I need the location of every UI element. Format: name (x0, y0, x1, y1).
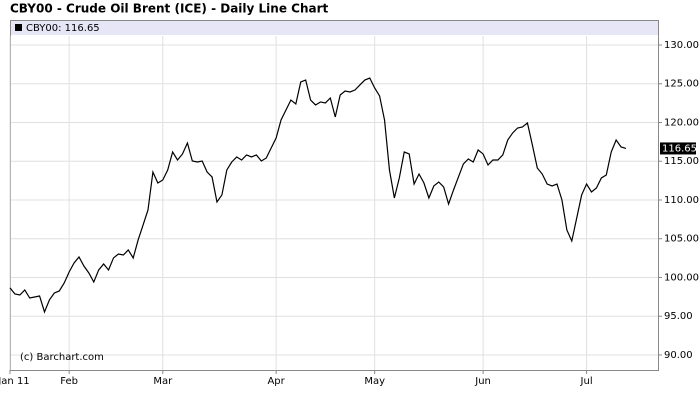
last-value-label: 116.65 (662, 143, 697, 154)
x-tick-label: Jul (580, 376, 593, 387)
chart-title: CBY00 - Crude Oil Brent (ICE) - Daily Li… (10, 2, 329, 16)
y-tick-label: 120.00 (664, 117, 699, 128)
y-tick-label: 110.00 (664, 195, 699, 206)
y-tick-label: 130.00 (664, 40, 699, 51)
x-tick-label: Feb (60, 376, 78, 387)
x-tick-label: Jun (474, 376, 491, 387)
y-tick-label: 115.00 (664, 156, 699, 167)
y-tick-label: 90.00 (664, 350, 693, 361)
annotation: (c) Barchart.com (20, 352, 104, 363)
price-line (9, 77, 627, 314)
legend-label: CBY00: 116.65 (26, 23, 100, 34)
y-tick-label: 100.00 (664, 272, 699, 283)
x-tick-label: Mar (153, 376, 173, 387)
y-tick-label: 95.00 (664, 311, 693, 322)
x-tick-label: May (364, 376, 385, 387)
y-tick-label: 105.00 (664, 234, 699, 245)
legend-band (11, 21, 658, 35)
plot-frame (10, 20, 659, 371)
x-tick-label: Jan 11 (0, 376, 30, 387)
x-tick-label: Apr (267, 376, 285, 387)
legend-marker (15, 24, 22, 31)
y-tick-label: 125.00 (664, 79, 699, 90)
last-value-box (660, 142, 696, 155)
